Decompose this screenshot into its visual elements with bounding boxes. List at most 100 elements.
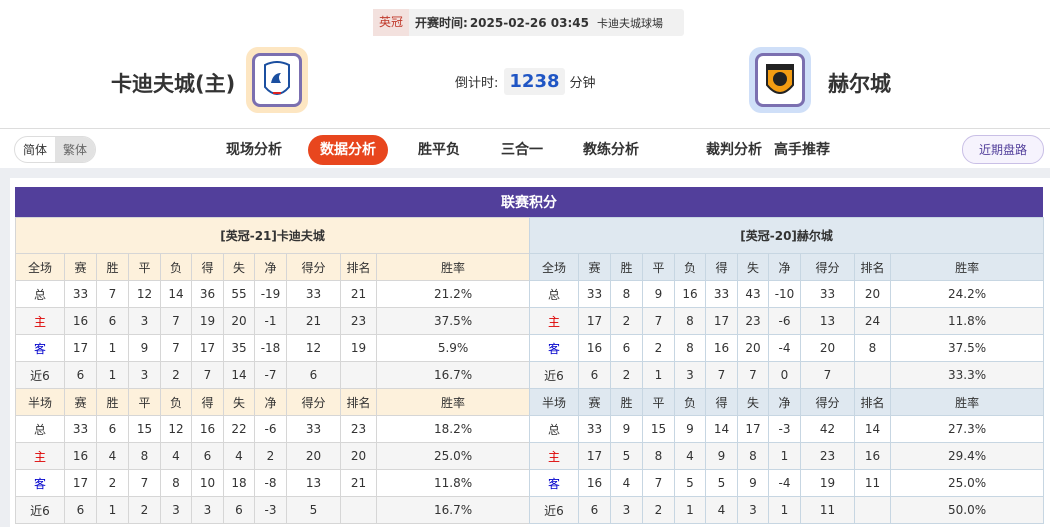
- table-row: 近6 6 3 2 1 4 3 1 11 50.0%: [529, 496, 1045, 524]
- tab-1[interactable]: 数据分析: [308, 135, 388, 165]
- table-cell: 9: [610, 415, 643, 443]
- table-cell: 29.4%: [889, 442, 1045, 470]
- table-cell: -6: [768, 307, 801, 335]
- home-team-name[interactable]: 卡迪夫城(主): [111, 72, 236, 96]
- tab-0[interactable]: 现场分析: [226, 142, 282, 158]
- column-header: 平: [642, 253, 675, 281]
- table-cell: 13: [800, 307, 855, 335]
- traditional-option[interactable]: 繁体: [55, 137, 95, 162]
- column-header: 胜率: [889, 388, 1045, 416]
- table-cell: 24: [854, 307, 891, 335]
- table-cell: 17: [64, 469, 97, 497]
- table-cell: 6: [64, 361, 97, 389]
- column-header: 净: [254, 253, 287, 281]
- away-team-logo[interactable]: [749, 47, 811, 113]
- table-cell: 16.7%: [375, 361, 531, 389]
- tab-5[interactable]: 裁判分析: [706, 142, 762, 158]
- full-header-row: 全场赛胜平负得失净得分 排名 胜率: [15, 253, 531, 281]
- table-cell: 33: [286, 415, 341, 443]
- table-row: 主 16 6 3 7 19 20 -1 21 23 37.5%: [15, 307, 531, 335]
- table-cell: 5: [286, 496, 341, 524]
- venue: 卡迪夫城球場: [596, 16, 663, 30]
- table-cell: 1: [96, 361, 129, 389]
- table-cell: 16: [854, 442, 891, 470]
- table-cell: 33: [578, 415, 611, 443]
- table-cell: 21: [286, 307, 341, 335]
- table-cell: -7: [254, 361, 287, 389]
- table-cell: 9: [674, 415, 706, 443]
- row-label: 近6: [529, 496, 579, 524]
- table-cell: 3: [191, 496, 224, 524]
- table-cell: 8: [737, 442, 769, 470]
- league-badge[interactable]: 英冠: [373, 9, 410, 36]
- tab-6[interactable]: 高手推荐: [774, 142, 830, 158]
- table-cell: 20: [223, 307, 255, 335]
- table-row: 近6 6 2 1 3 7 7 0 7 33.3%: [529, 361, 1045, 389]
- table-cell: 23: [340, 415, 377, 443]
- row-label: 客: [15, 334, 65, 362]
- table-cell: 12: [128, 280, 161, 308]
- recent-handicap-button[interactable]: 近期盘路: [962, 135, 1044, 164]
- table-cell: 3: [128, 307, 161, 335]
- table-cell: 7: [737, 361, 769, 389]
- table-cell: 16: [64, 442, 97, 470]
- table-cell: 14: [705, 415, 738, 443]
- column-header: 负: [160, 388, 192, 416]
- table-cell: -18: [254, 334, 287, 362]
- table-cell: 17: [737, 415, 769, 443]
- table-cell: 7: [160, 334, 192, 362]
- column-header: 排名: [854, 253, 891, 281]
- column-header: 得分: [286, 253, 341, 281]
- column-header: 负: [674, 253, 706, 281]
- language-toggle[interactable]: 简体 繁体: [14, 136, 96, 163]
- table-cell: 14: [223, 361, 255, 389]
- table-caption[interactable]: [英冠-21]卡迪夫城: [14, 217, 531, 254]
- table-caption[interactable]: [英冠-20]赫尔城: [528, 217, 1045, 254]
- full-header-row: 全场赛胜平负得失净得分 排名 胜率: [529, 253, 1045, 281]
- away-team-name[interactable]: 赫尔城: [828, 72, 891, 96]
- table-cell: -8: [254, 469, 287, 497]
- table-cell: 33.3%: [889, 361, 1045, 389]
- table-cell: 19: [800, 469, 855, 497]
- table-cell: 21: [340, 280, 377, 308]
- table-cell: 8: [642, 442, 675, 470]
- table-cell: 17: [578, 442, 611, 470]
- table-cell: 19: [340, 334, 377, 362]
- tab-4[interactable]: 教练分析: [583, 142, 639, 158]
- table-cell: 21.2%: [375, 280, 531, 308]
- away-standings-table: [英冠-20]赫尔城 全场赛胜平负得失净得分 排名 胜率总 33 8 9 16 33 43 -10 3…: [528, 217, 1045, 524]
- column-header: 得: [191, 253, 224, 281]
- column-header: 排名: [854, 388, 891, 416]
- table-cell: 12: [286, 334, 341, 362]
- match-info-bar: 英冠 开赛时间: 2025-02-26 03:45 卡迪夫城球場: [373, 9, 684, 36]
- column-header: 赛: [64, 253, 97, 281]
- table-cell: 20: [340, 442, 377, 470]
- table-cell: 22: [223, 415, 255, 443]
- table-cell: 6: [96, 307, 129, 335]
- table-cell: 6: [578, 496, 611, 524]
- table-row: 客 16 4 7 5 5 9 -4 19 11 25.0%: [529, 469, 1045, 497]
- table-cell: 1: [96, 334, 129, 362]
- section-title: 联赛积分: [15, 187, 1043, 217]
- table-cell: -4: [768, 469, 801, 497]
- table-cell: 20: [800, 334, 855, 362]
- simplified-option[interactable]: 简体: [22, 143, 47, 157]
- table-row: 总 33 8 9 16 33 43 -10 33 20 24.2%: [529, 280, 1045, 308]
- table-row: 主 17 5 8 4 9 8 1 23 16 29.4%: [529, 442, 1045, 470]
- tab-2[interactable]: 胜平负: [418, 142, 460, 158]
- table-cell: 2: [254, 442, 287, 470]
- tab-3[interactable]: 三合一: [501, 142, 543, 158]
- row-label: 总: [15, 280, 65, 308]
- column-header: 负: [160, 253, 192, 281]
- table-cell: 3: [610, 496, 643, 524]
- table-cell: 6: [286, 361, 341, 389]
- table-row: 总 33 7 12 14 36 55 -19 33 21 21.2%: [15, 280, 531, 308]
- table-row: 总 33 9 15 9 14 17 -3 42 14 27.3%: [529, 415, 1045, 443]
- home-team-logo[interactable]: [246, 47, 308, 113]
- table-cell: -6: [254, 415, 287, 443]
- table-cell: 12: [160, 415, 192, 443]
- row-label: 主: [15, 442, 65, 470]
- table-cell: 9: [128, 334, 161, 362]
- table-cell: 8: [674, 334, 706, 362]
- table-cell: 1: [674, 496, 706, 524]
